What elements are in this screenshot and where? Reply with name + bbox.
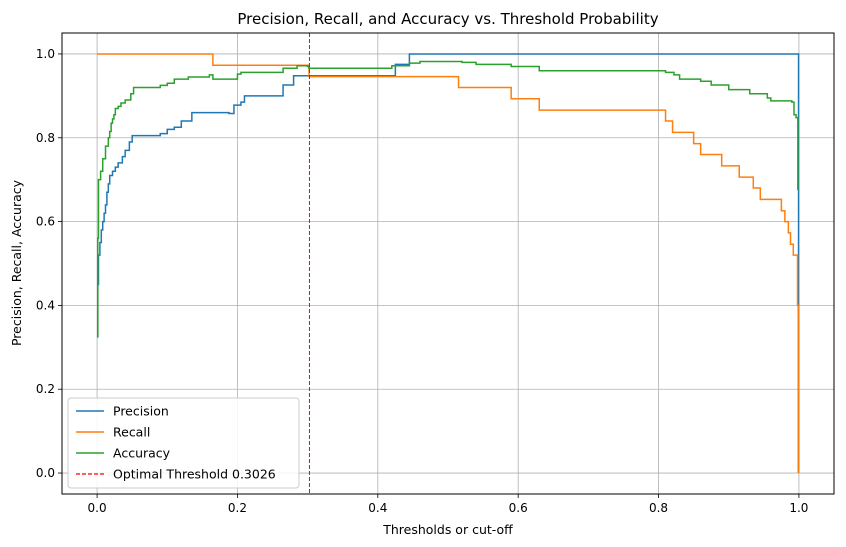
recall-line xyxy=(97,53,799,474)
y-tick-label: 0.8 xyxy=(36,131,55,145)
x-tick-label: 1.0 xyxy=(789,501,808,515)
legend-label-accuracy: Accuracy xyxy=(113,446,171,461)
accuracy-line xyxy=(97,60,799,338)
precision-line xyxy=(97,53,800,474)
y-axis-label: Precision, Recall, Accuracy xyxy=(9,179,24,346)
x-tick-label: 0.6 xyxy=(509,501,528,515)
x-tick-label: 0.0 xyxy=(88,501,107,515)
x-axis-label: Thresholds or cut-off xyxy=(382,522,513,537)
y-tick-label: 0.0 xyxy=(36,466,55,480)
y-tick-label: 0.4 xyxy=(36,298,55,312)
y-axis-ticks: 0.0 0.2 0.4 0.6 0.8 1.0 xyxy=(36,47,62,480)
y-tick-label: 0.2 xyxy=(36,382,55,396)
series-layer xyxy=(97,53,800,474)
x-axis-ticks: 0.0 0.2 0.4 0.6 0.8 1.0 xyxy=(88,494,808,515)
y-tick-label: 1.0 xyxy=(36,47,55,61)
legend-box xyxy=(67,397,300,489)
legend: Precision Recall Accuracy Optimal Threshold… xyxy=(67,397,300,489)
chart-title: Precision, Recall, and Accuracy vs. Thre… xyxy=(237,10,658,28)
legend-label-optimal-threshold-0-3026: Optimal Threshold 0.3026 xyxy=(113,467,276,482)
legend-label-precision: Precision xyxy=(113,404,169,419)
y-tick-label: 0.6 xyxy=(36,215,55,229)
x-tick-label: 0.8 xyxy=(649,501,668,515)
grid xyxy=(62,33,834,494)
x-tick-label: 0.4 xyxy=(368,501,387,515)
plot-frame xyxy=(61,32,835,495)
x-tick-label: 0.2 xyxy=(228,501,247,515)
plot-area xyxy=(61,32,835,495)
legend-label-recall: Recall xyxy=(113,425,150,440)
